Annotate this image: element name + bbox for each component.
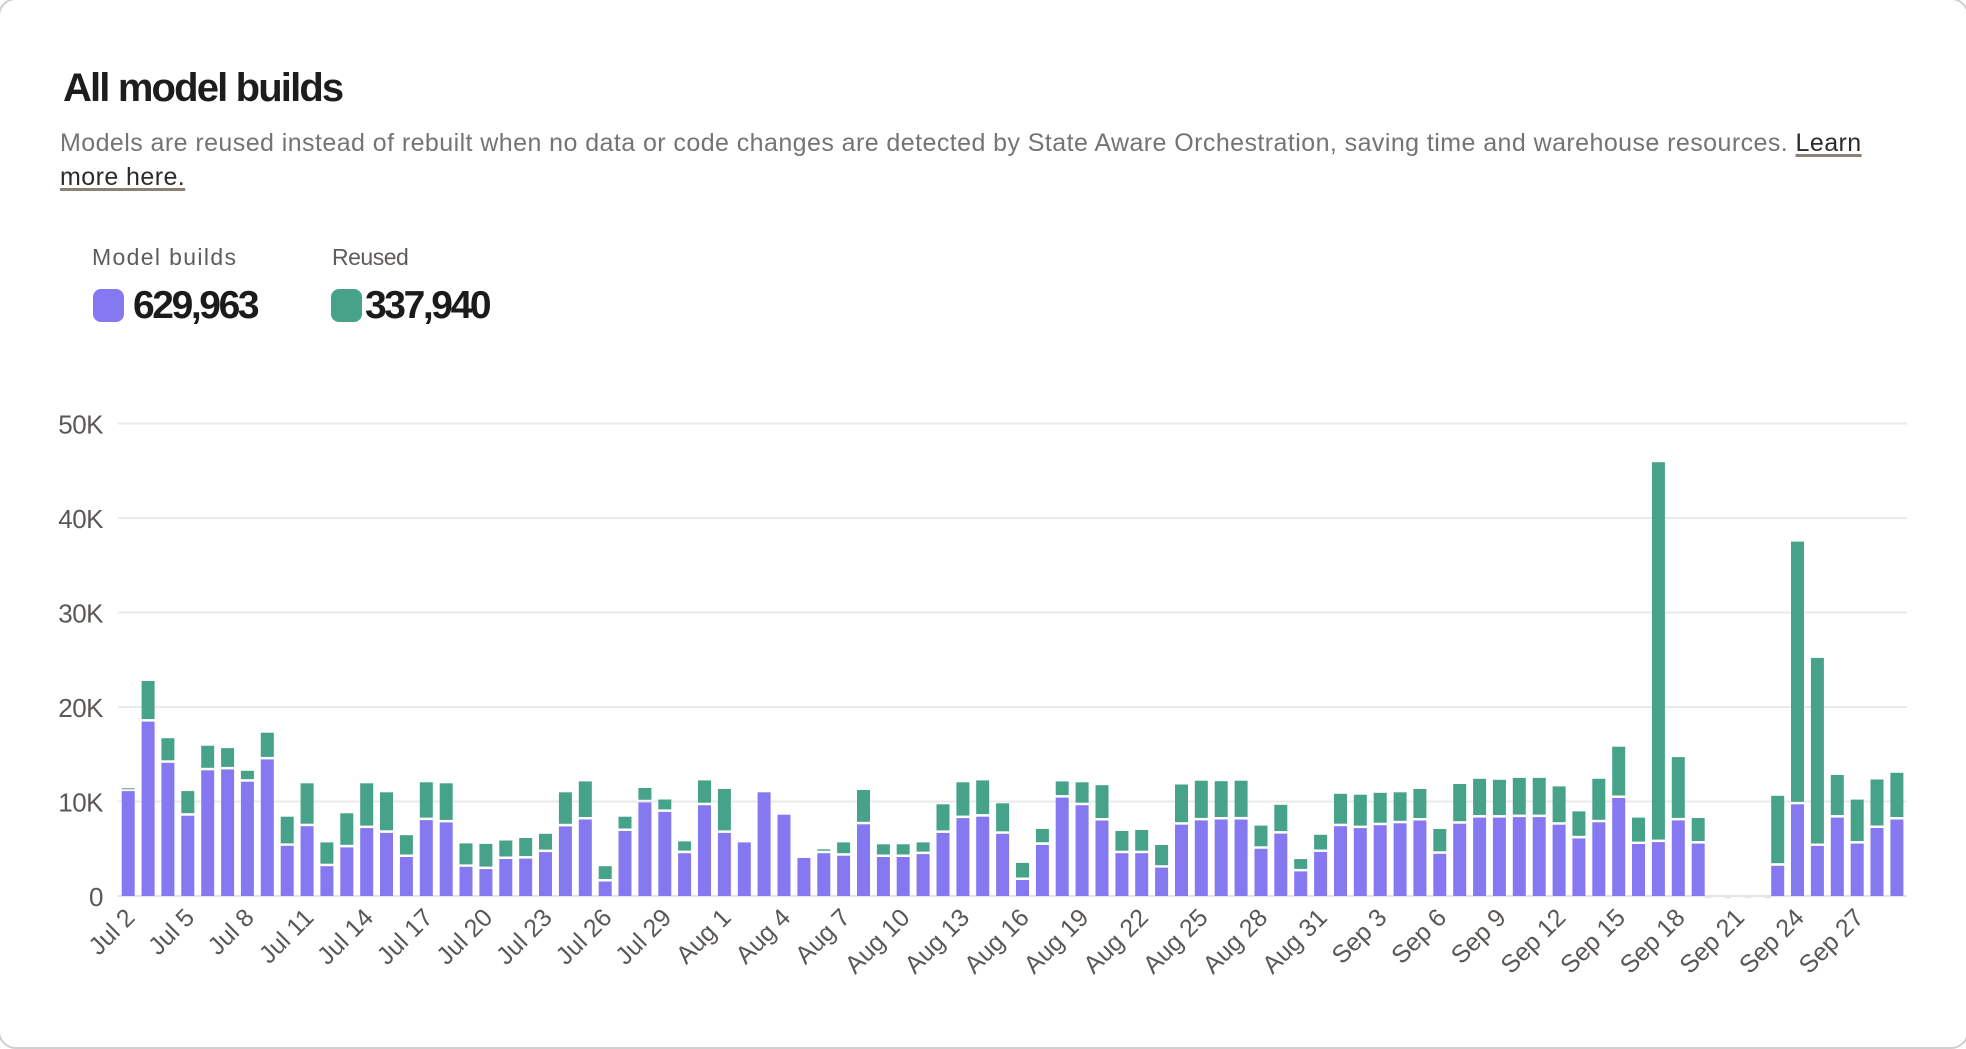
- svg-text:Aug 31: Aug 31: [1257, 903, 1333, 979]
- svg-text:10K: 10K: [58, 788, 104, 818]
- svg-text:Jul 8: Jul 8: [202, 903, 259, 960]
- svg-text:Sep 6: Sep 6: [1386, 903, 1452, 969]
- svg-text:Jul 17: Jul 17: [372, 903, 439, 970]
- svg-text:Aug 22: Aug 22: [1078, 903, 1154, 979]
- svg-text:Jul 2: Jul 2: [83, 903, 140, 960]
- svg-text:Aug 25: Aug 25: [1138, 903, 1214, 979]
- svg-text:Jul 20: Jul 20: [431, 903, 498, 970]
- svg-text:Aug 28: Aug 28: [1197, 903, 1273, 979]
- svg-text:0: 0: [89, 882, 103, 912]
- svg-text:Aug 16: Aug 16: [959, 903, 1035, 979]
- svg-text:Aug 13: Aug 13: [899, 903, 975, 979]
- svg-text:Aug 4: Aug 4: [730, 903, 796, 969]
- svg-text:Aug 10: Aug 10: [840, 903, 916, 979]
- svg-text:Jul 29: Jul 29: [610, 903, 677, 970]
- svg-text:Jul 14: Jul 14: [312, 903, 379, 970]
- svg-text:20K: 20K: [58, 693, 104, 723]
- svg-text:Jul 26: Jul 26: [550, 903, 617, 970]
- svg-text:Jul 11: Jul 11: [254, 903, 320, 969]
- svg-text:Aug 1: Aug 1: [671, 903, 737, 969]
- svg-text:Jul 23: Jul 23: [491, 903, 558, 970]
- svg-text:Sep 15: Sep 15: [1555, 903, 1631, 979]
- svg-text:Aug 19: Aug 19: [1019, 903, 1095, 979]
- svg-text:30K: 30K: [58, 599, 104, 629]
- svg-text:Sep 3: Sep 3: [1326, 903, 1392, 969]
- svg-text:Jul 5: Jul 5: [143, 903, 200, 960]
- svg-text:Sep 18: Sep 18: [1615, 903, 1691, 979]
- svg-text:Sep 24: Sep 24: [1734, 903, 1810, 979]
- svg-text:Sep 12: Sep 12: [1496, 903, 1572, 979]
- svg-text:50K: 50K: [58, 410, 104, 440]
- svg-text:Sep 21: Sep 21: [1674, 903, 1750, 979]
- svg-text:40K: 40K: [58, 504, 104, 534]
- svg-text:Sep 27: Sep 27: [1794, 903, 1870, 979]
